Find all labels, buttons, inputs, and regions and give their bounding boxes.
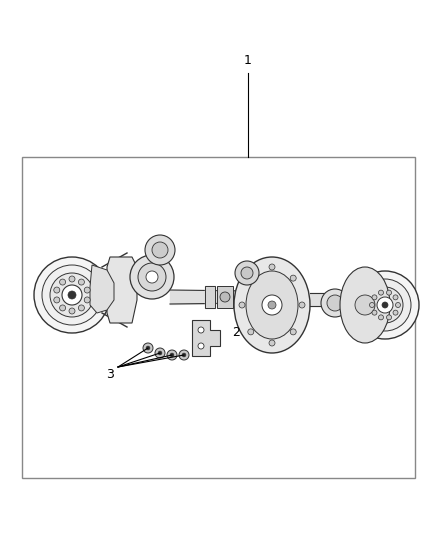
- Ellipse shape: [155, 348, 165, 358]
- Ellipse shape: [50, 273, 94, 317]
- Ellipse shape: [69, 276, 75, 282]
- Ellipse shape: [68, 291, 76, 299]
- Ellipse shape: [269, 264, 275, 270]
- Ellipse shape: [372, 295, 377, 300]
- Ellipse shape: [146, 346, 150, 350]
- Ellipse shape: [146, 271, 158, 283]
- Ellipse shape: [182, 353, 186, 357]
- Ellipse shape: [321, 289, 349, 317]
- Ellipse shape: [239, 302, 245, 308]
- Ellipse shape: [69, 308, 75, 314]
- Ellipse shape: [235, 261, 259, 285]
- Ellipse shape: [179, 350, 189, 360]
- Ellipse shape: [290, 275, 296, 281]
- Ellipse shape: [248, 329, 254, 335]
- Polygon shape: [107, 257, 137, 323]
- Ellipse shape: [84, 297, 90, 303]
- Ellipse shape: [62, 285, 82, 305]
- Ellipse shape: [269, 340, 275, 346]
- Ellipse shape: [378, 315, 384, 320]
- Ellipse shape: [60, 305, 66, 311]
- Ellipse shape: [355, 295, 375, 315]
- Ellipse shape: [34, 257, 110, 333]
- Ellipse shape: [198, 343, 204, 349]
- Text: 2: 2: [232, 327, 240, 340]
- Ellipse shape: [241, 267, 253, 279]
- Ellipse shape: [386, 290, 392, 295]
- Text: 3: 3: [106, 368, 114, 382]
- Ellipse shape: [143, 343, 153, 353]
- Ellipse shape: [372, 310, 377, 315]
- Ellipse shape: [248, 275, 254, 281]
- Polygon shape: [345, 281, 378, 321]
- Polygon shape: [192, 320, 220, 356]
- Ellipse shape: [386, 315, 392, 320]
- Ellipse shape: [351, 271, 419, 339]
- Polygon shape: [217, 286, 233, 308]
- Ellipse shape: [359, 279, 411, 331]
- Ellipse shape: [393, 295, 398, 300]
- Ellipse shape: [396, 303, 400, 308]
- Ellipse shape: [152, 242, 168, 258]
- Ellipse shape: [42, 265, 102, 325]
- Bar: [22, 157, 415, 478]
- Ellipse shape: [246, 271, 298, 339]
- Ellipse shape: [78, 305, 85, 311]
- Ellipse shape: [84, 287, 90, 293]
- Ellipse shape: [78, 279, 85, 285]
- Ellipse shape: [378, 290, 384, 295]
- Ellipse shape: [145, 235, 175, 265]
- Ellipse shape: [393, 310, 398, 315]
- Ellipse shape: [170, 353, 174, 357]
- Ellipse shape: [377, 297, 393, 313]
- Text: 1: 1: [244, 54, 252, 68]
- Ellipse shape: [367, 287, 403, 323]
- Ellipse shape: [198, 327, 204, 333]
- Ellipse shape: [370, 303, 374, 308]
- Ellipse shape: [158, 351, 162, 355]
- Ellipse shape: [262, 295, 282, 315]
- Polygon shape: [205, 286, 215, 308]
- Ellipse shape: [234, 257, 310, 353]
- Ellipse shape: [327, 295, 343, 311]
- Ellipse shape: [60, 279, 66, 285]
- Polygon shape: [90, 265, 114, 313]
- Ellipse shape: [138, 263, 166, 291]
- Ellipse shape: [299, 302, 305, 308]
- Ellipse shape: [382, 302, 388, 308]
- Ellipse shape: [340, 267, 390, 343]
- Ellipse shape: [130, 255, 174, 299]
- Ellipse shape: [54, 297, 60, 303]
- Ellipse shape: [290, 329, 296, 335]
- Ellipse shape: [268, 301, 276, 309]
- Ellipse shape: [54, 287, 60, 293]
- Ellipse shape: [220, 292, 230, 302]
- Ellipse shape: [167, 350, 177, 360]
